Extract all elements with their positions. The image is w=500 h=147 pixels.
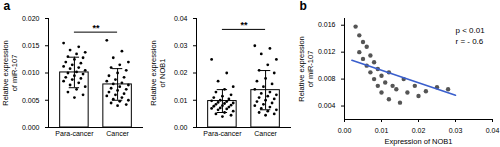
svg-text:a: a xyxy=(4,0,11,13)
svg-text:0.00: 0.00 xyxy=(338,127,352,134)
svg-text:0.004: 0.004 xyxy=(318,102,336,109)
svg-text:0.012: 0.012 xyxy=(318,48,336,55)
svg-text:0.02: 0.02 xyxy=(174,69,188,76)
svg-text:0.008: 0.008 xyxy=(318,75,336,82)
svg-text:Cancer: Cancer xyxy=(106,130,129,137)
svg-text:p < 0.01: p < 0.01 xyxy=(456,26,486,35)
svg-text:0.000: 0.000 xyxy=(22,124,40,131)
svg-text:0.00: 0.00 xyxy=(174,124,188,131)
svg-text:Relative expressionof miR-107: Relative expressionof miR-107 xyxy=(297,36,315,101)
svg-text:0.01: 0.01 xyxy=(375,127,389,134)
svg-text:**: ** xyxy=(92,23,100,33)
svg-text:Relative expressionof miR-107: Relative expressionof miR-107 xyxy=(1,40,19,105)
svg-text:b: b xyxy=(300,0,307,13)
svg-text:0.03: 0.03 xyxy=(449,127,463,134)
svg-text:0.04: 0.04 xyxy=(486,127,500,134)
svg-text:Para-cancer: Para-cancer xyxy=(55,130,94,137)
svg-text:0.015: 0.015 xyxy=(22,42,40,49)
svg-text:**: ** xyxy=(240,20,248,30)
svg-text:0.04: 0.04 xyxy=(174,15,188,22)
svg-text:0.02: 0.02 xyxy=(412,127,426,134)
svg-text:Relative expressionof NOB1: Relative expressionof NOB1 xyxy=(149,40,167,105)
svg-text:Cancer: Cancer xyxy=(254,130,277,137)
svg-text:Expression of NOB1: Expression of NOB1 xyxy=(385,137,453,146)
svg-text:Para-cancer: Para-cancer xyxy=(203,130,242,137)
svg-text:0.020: 0.020 xyxy=(22,15,40,22)
svg-text:0.016: 0.016 xyxy=(318,21,336,28)
svg-text:0.01: 0.01 xyxy=(174,96,188,103)
svg-text:0.010: 0.010 xyxy=(22,69,40,76)
svg-text:0.005: 0.005 xyxy=(22,96,40,103)
svg-text:r = - 0.6: r = - 0.6 xyxy=(456,37,484,46)
svg-text:0.03: 0.03 xyxy=(174,42,188,49)
